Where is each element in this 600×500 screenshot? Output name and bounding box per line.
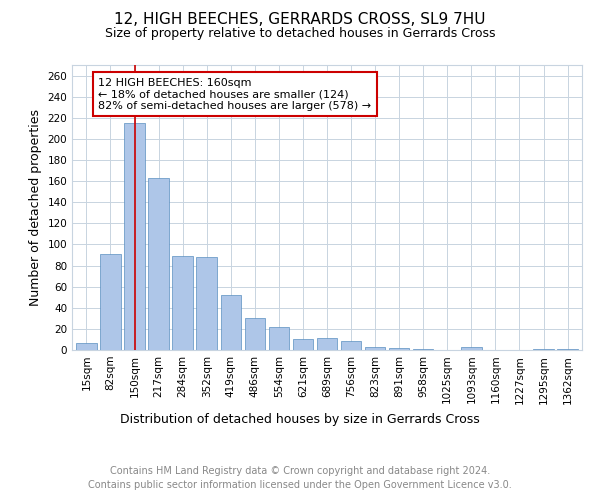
Text: Size of property relative to detached houses in Gerrards Cross: Size of property relative to detached ho… — [105, 28, 495, 40]
Text: Distribution of detached houses by size in Gerrards Cross: Distribution of detached houses by size … — [120, 412, 480, 426]
Text: Contains public sector information licensed under the Open Government Licence v3: Contains public sector information licen… — [88, 480, 512, 490]
Bar — [557, 349, 578, 350]
Bar — [269, 327, 289, 350]
Bar — [389, 348, 409, 350]
Bar — [533, 349, 554, 350]
Text: Contains HM Land Registry data © Crown copyright and database right 2024.: Contains HM Land Registry data © Crown c… — [110, 466, 490, 476]
Bar — [461, 347, 482, 350]
Bar — [100, 254, 121, 350]
Text: 12 HIGH BEECHES: 160sqm
← 18% of detached houses are smaller (124)
82% of semi-d: 12 HIGH BEECHES: 160sqm ← 18% of detache… — [98, 78, 371, 111]
Bar — [365, 347, 385, 350]
Bar — [293, 340, 313, 350]
Bar — [221, 295, 241, 350]
Text: 12, HIGH BEECHES, GERRARDS CROSS, SL9 7HU: 12, HIGH BEECHES, GERRARDS CROSS, SL9 7H… — [114, 12, 486, 28]
Bar — [317, 338, 337, 350]
Bar — [196, 257, 217, 350]
Bar — [413, 349, 433, 350]
Bar — [124, 123, 145, 350]
Bar — [172, 256, 193, 350]
Y-axis label: Number of detached properties: Number of detached properties — [29, 109, 42, 306]
Bar — [148, 178, 169, 350]
Bar — [76, 342, 97, 350]
Bar — [245, 318, 265, 350]
Bar — [341, 340, 361, 350]
